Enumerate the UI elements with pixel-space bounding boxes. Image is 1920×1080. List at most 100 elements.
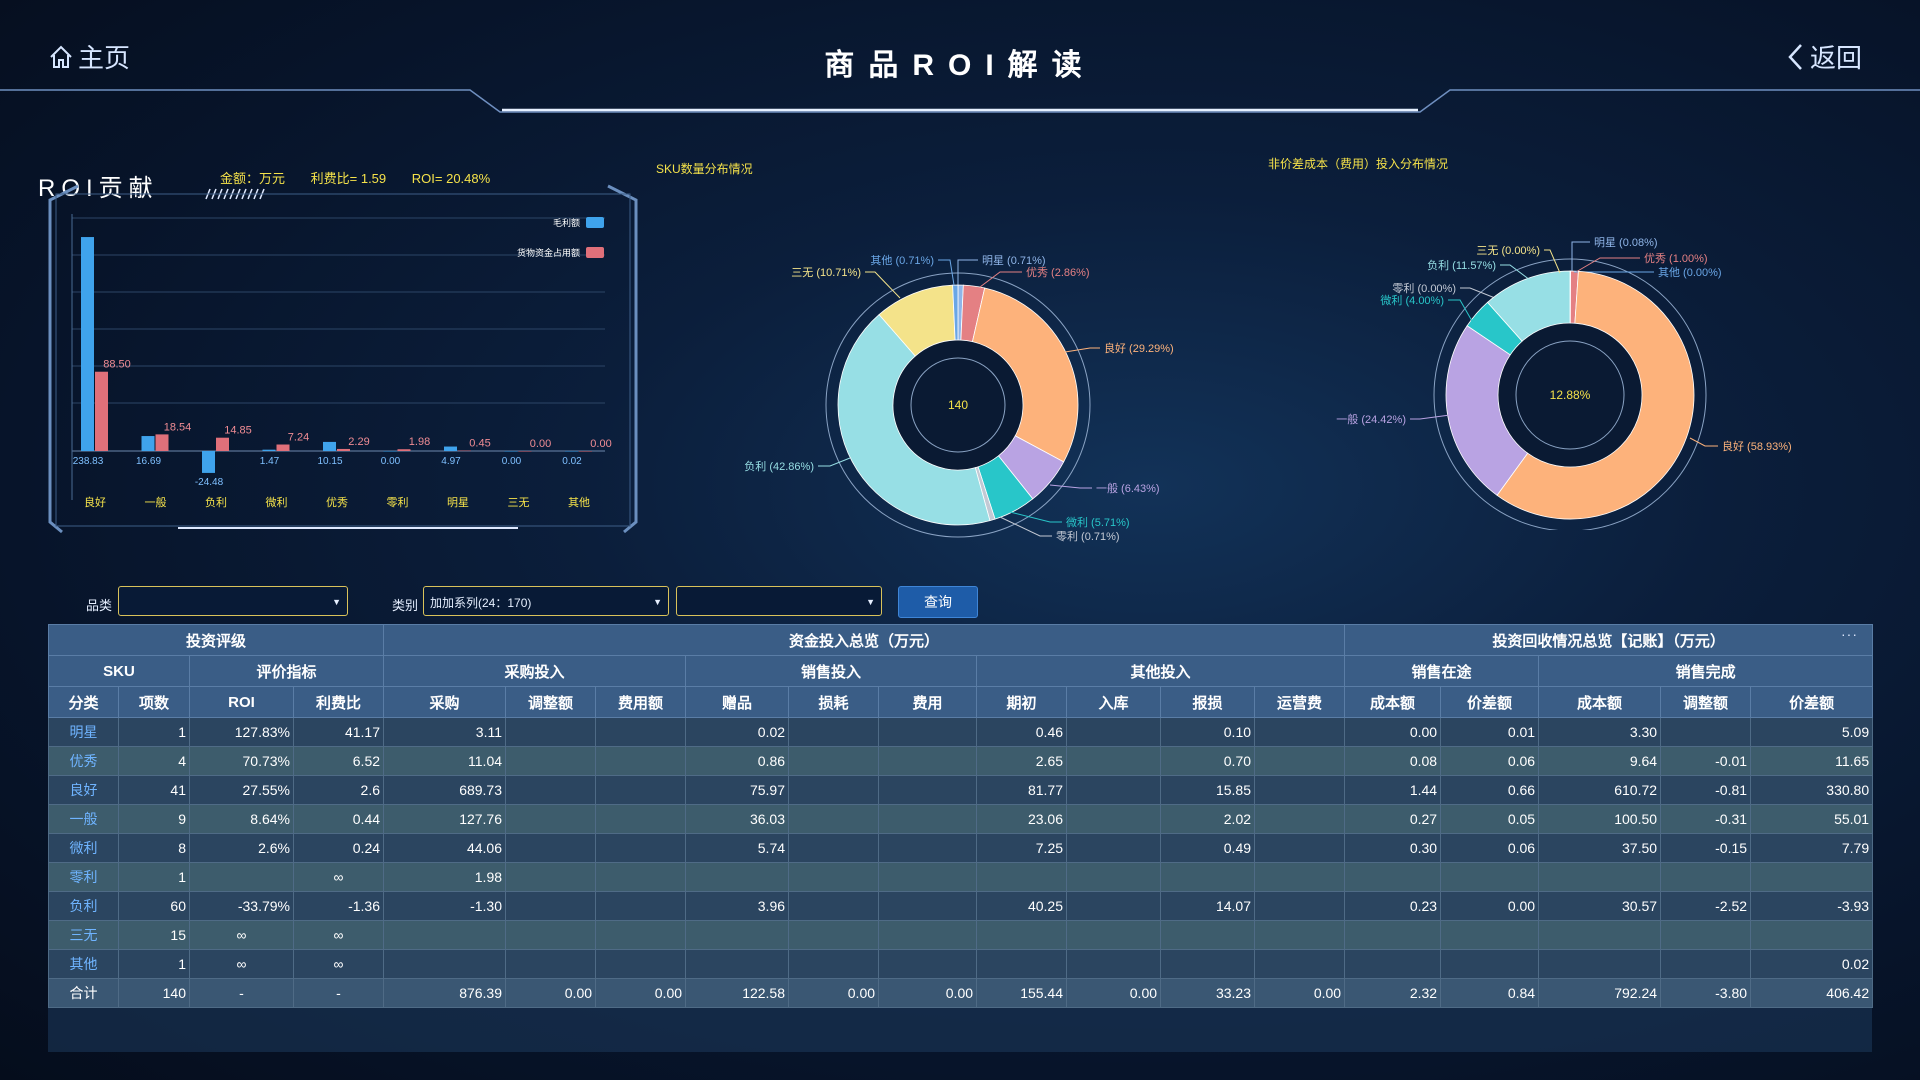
query-button[interactable]: 查询 [898, 586, 978, 618]
table-row[interactable]: 优秀 4 70.73% 6.52 11.04 0.86 2.65 0.70 0.08 0.06 9.… [48, 746, 1874, 776]
category-label: 明星 [447, 496, 469, 509]
table-row[interactable]: 其他 1 ∞ ∞ 0.02 [48, 949, 1874, 979]
roi-value: ROI= 20.48% [411, 171, 491, 186]
slice-label: 三无 (0.00%) [1476, 245, 1540, 257]
column-header: 成本额 [1344, 686, 1442, 718]
group-header: 资金投入总览（万元） [383, 624, 1346, 656]
table-cell: 负利 [48, 891, 119, 921]
table-cell: 优秀 [48, 746, 119, 776]
table-cell [505, 891, 597, 921]
table-cell [1160, 862, 1256, 892]
table-cell: 127.76 [383, 804, 507, 834]
table-row[interactable]: 明星 1 127.83% 41.17 3.11 0.02 0.46 0.10 0.00 0.01 3… [48, 717, 1874, 747]
roi-stats: 金额：万元 利费比= 1.59 ROI= 20.48% [220, 168, 512, 187]
slice-leader-line [1689, 437, 1718, 447]
table-cell: 140 [118, 978, 190, 1008]
column-header: 损耗 [788, 686, 880, 718]
sub-header: 销售投入 [685, 655, 978, 687]
table-cell [1066, 717, 1162, 747]
table-cell: 3.30 [1538, 717, 1662, 747]
roi-table-panel: ··· 投资评级 资金投入总览（万元） 投资回收情况总览【记账】（万元） SKU… [47, 624, 1874, 1052]
slice-label: 负利 (42.86%) [744, 459, 814, 473]
table-cell [1254, 920, 1346, 950]
slice-leader-line [1575, 257, 1640, 273]
table-row[interactable]: 三无 15 ∞ ∞ [48, 920, 1874, 950]
slice-label: 负利 (11.57%) [1427, 258, 1496, 272]
table-cell [1538, 862, 1662, 892]
back-label: 返回 [1809, 43, 1862, 73]
filter-bar: 品类 ▼ 类别 加加系列(24：170) ▼ ▼ 查询 [80, 586, 980, 620]
table-cell: 0.00 [1440, 891, 1540, 921]
table-cell: -3.80 [1660, 978, 1752, 1008]
extra-select[interactable]: ▼ [676, 586, 882, 616]
table-cell: 0.00 [878, 978, 978, 1008]
table-cell [788, 775, 880, 805]
table-cell [1066, 891, 1162, 921]
category-label: 优秀 [326, 496, 348, 509]
table-cell [1344, 920, 1442, 950]
table-cell: 其他 [48, 949, 119, 979]
home-button[interactable]: 主页 [48, 38, 130, 75]
table-cell [1066, 949, 1162, 979]
table-cell: ∞ [189, 920, 294, 950]
bar-value-label: 0.00 [502, 456, 522, 467]
table-cell [1440, 862, 1540, 892]
slice-label: 优秀 (2.86%) [1026, 266, 1090, 279]
table-cell: 4 [118, 746, 190, 776]
bar-gross-profit [504, 451, 518, 452]
table-row[interactable]: 负利 60 -33.79% -1.36 -1.30 3.96 40.25 14.07 0.23 0… [48, 891, 1874, 921]
donut-slice [952, 284, 959, 341]
sub-header: 销售完成 [1538, 655, 1874, 687]
table-row[interactable]: 微利 8 2.6% 0.24 44.06 5.74 7.25 0.49 0.30 0.06 37.5… [48, 833, 1874, 863]
table-cell: 0.23 [1344, 891, 1442, 921]
back-button[interactable]: 返回 [1786, 38, 1862, 75]
type-select[interactable]: 加加系列(24：170) ▼ [423, 586, 669, 616]
table-cell: 41 [118, 775, 190, 805]
donut-center-label: 12.88% [1550, 388, 1591, 402]
donut-hole [1498, 323, 1642, 467]
table-cell [1344, 862, 1442, 892]
column-header: 调整额 [1660, 686, 1752, 718]
table-cell [505, 833, 597, 863]
table-cell [976, 920, 1068, 950]
slice-leader-line [1049, 484, 1092, 489]
table-cell [1750, 862, 1874, 892]
table-cell: 14.07 [1160, 891, 1256, 921]
table-row[interactable]: 良好 41 27.55% 2.6 689.73 75.97 81.77 15.85 1.44 0.… [48, 775, 1874, 805]
table-cell [595, 833, 687, 863]
table-cell [189, 862, 294, 892]
table-cell: 15 [118, 920, 190, 950]
table-cell: 9 [118, 804, 190, 834]
table-row[interactable]: 一般 9 8.64% 0.44 127.76 36.03 23.06 2.02 0.27 0.05… [48, 804, 1874, 834]
table-cell [595, 949, 687, 979]
bar-capital-usage [95, 371, 108, 451]
table-cell [1254, 833, 1346, 863]
sub-header: 其他投入 [976, 655, 1346, 687]
table-cell [1254, 775, 1346, 805]
more-options-icon[interactable]: ··· [1841, 626, 1858, 642]
table-cell: 0.84 [1440, 978, 1540, 1008]
donut-slice [1496, 270, 1695, 520]
bar-capital-usage [155, 434, 169, 451]
table-cell: 2.02 [1160, 804, 1256, 834]
roi-panel [48, 182, 646, 542]
table-cell [788, 833, 880, 863]
group-header: 投资评级 [47, 624, 385, 656]
slice-leader-line [818, 457, 851, 467]
table-cell [1254, 804, 1346, 834]
legend-swatch [586, 217, 604, 228]
column-header: 利费比 [292, 686, 385, 718]
table-cell: 75.97 [685, 775, 790, 805]
table-cell: 8.64% [189, 804, 294, 834]
table-cell: -1.36 [292, 891, 385, 921]
category-label: 品类 [86, 598, 113, 613]
slice-leader-line [1544, 249, 1561, 274]
table-cell [878, 949, 978, 979]
table-row[interactable]: 零利 1 ∞ 1.98 [48, 862, 1874, 892]
cost-distribution-pie: 明星 (0.08%) 优秀 (1.00%)其他 (0.00%) 良好 (58.93%… [1336, 236, 1792, 530]
table-cell: 0.05 [1440, 804, 1540, 834]
category-select[interactable]: ▼ [118, 586, 348, 616]
table-total-row[interactable]: 合计 140- -876.39 0.00 0.00 122.58 0.00 0.00 155.4… [48, 978, 1874, 1008]
table-cell: 1 [118, 717, 190, 747]
table-cell [1660, 717, 1752, 747]
